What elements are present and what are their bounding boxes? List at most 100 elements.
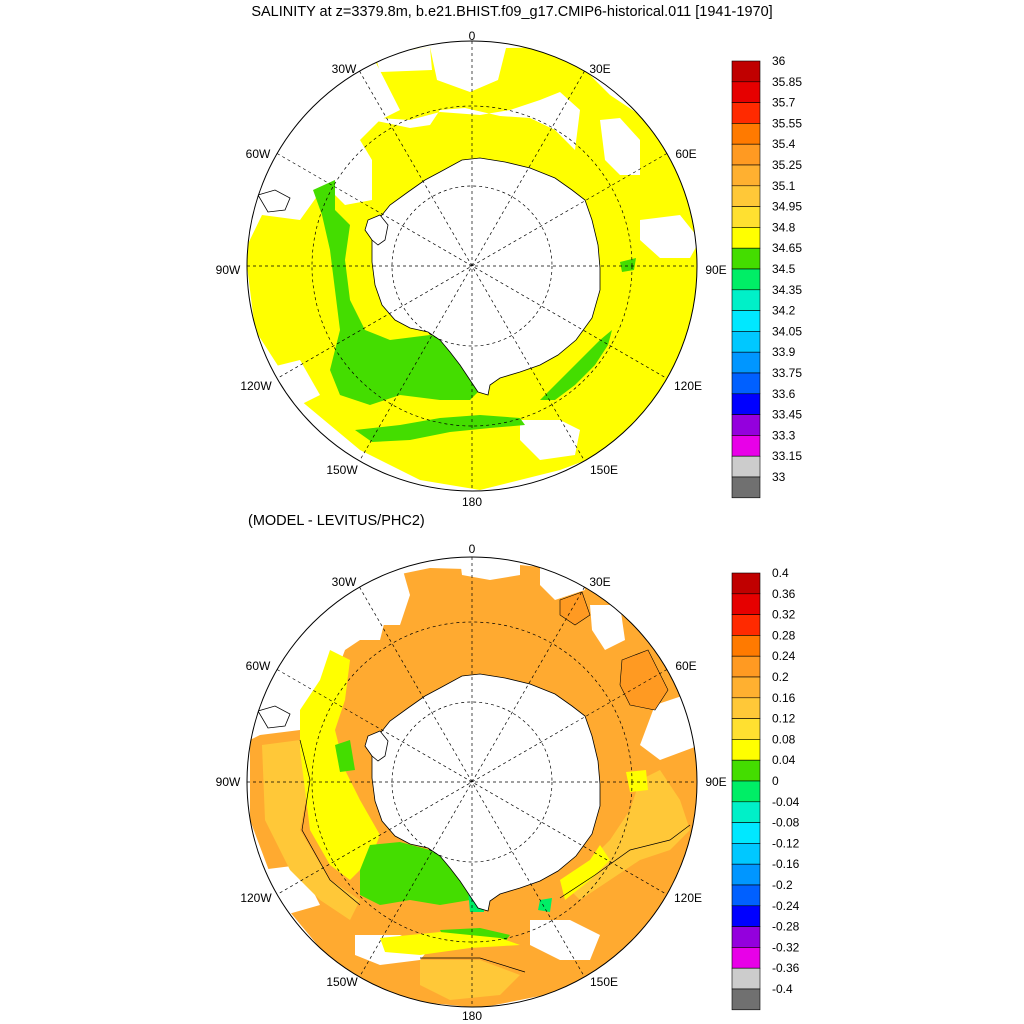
colorbar-tick-label: -0.08 xyxy=(772,816,800,830)
lon-label: 60W xyxy=(246,659,271,673)
colorbar-swatch xyxy=(731,614,761,636)
colorbar-swatch xyxy=(731,988,761,1011)
lon-label: 90E xyxy=(705,263,726,277)
colorbar-tick-label: 0.12 xyxy=(772,712,796,726)
lon-label: 150E xyxy=(590,975,618,989)
colorbar-swatch xyxy=(731,143,761,166)
colorbar-tick-label: 33.6 xyxy=(772,387,796,401)
colorbar-tick-label: -0.16 xyxy=(772,857,800,871)
antarctic-peninsula xyxy=(364,214,389,246)
colorbar-swatch xyxy=(731,863,761,886)
lon-label: 120E xyxy=(674,891,702,905)
colorbar-swatch xyxy=(731,268,761,291)
colorbar-swatch xyxy=(731,289,761,311)
colorbar-swatch xyxy=(731,947,761,969)
lon-label: 120W xyxy=(240,379,272,393)
colorbar-swatch xyxy=(731,164,761,187)
anomaly-field-yellow xyxy=(380,932,520,955)
colorbar-tick-label: 0.16 xyxy=(772,691,796,705)
colorbar-swatch xyxy=(731,476,761,499)
colorbar-swatch xyxy=(731,801,761,823)
lon-label: 150W xyxy=(326,463,358,477)
south-america-landmass xyxy=(257,705,291,729)
colorbar-tick-label: 34.35 xyxy=(772,283,802,297)
colorbar-swatch xyxy=(731,393,761,415)
colorbar-tick-label: 0.36 xyxy=(772,587,796,601)
colorbar-tick-label: 33.15 xyxy=(772,449,802,463)
graticule xyxy=(247,557,697,1007)
lon-labels-bottom: 0 30E 60E 90E 120E 150E 180 150W 120W 90… xyxy=(216,542,727,1023)
colorbar-tick-label: 34.8 xyxy=(772,220,796,234)
lon-label: 150W xyxy=(326,975,358,989)
lon-label: 90E xyxy=(705,775,726,789)
missing-data-area xyxy=(325,140,372,205)
colorbar-tick-label: -0.32 xyxy=(772,940,800,954)
colorbar-tick-label: 34.2 xyxy=(772,304,796,318)
difference-map: 0 30E 60E 90E 120E 150E 180 150W 120W 90… xyxy=(216,542,800,1023)
contour-line xyxy=(559,824,691,899)
colorbar-tick-label: -0.04 xyxy=(772,795,800,809)
anomaly-field-light-orange xyxy=(262,740,360,920)
colorbar-swatch xyxy=(731,905,761,927)
colorbar-swatch xyxy=(731,247,761,270)
missing-data-area xyxy=(460,560,520,580)
colorbar-tick-label: -0.2 xyxy=(772,878,793,892)
colorbar-swatch xyxy=(731,206,761,228)
difference-plot-subtitle: (MODEL - LEVITUS/PHC2) xyxy=(248,513,425,529)
lon-label: 180 xyxy=(462,495,482,509)
colorbar-swatch xyxy=(731,185,761,207)
colorbar-swatch xyxy=(731,635,761,657)
colorbar-tick-label: 0 xyxy=(772,774,779,788)
anomaly-field-dark-orange xyxy=(619,649,669,711)
colorbar-tick-label: 0.04 xyxy=(772,753,796,767)
missing-data-area xyxy=(600,118,640,175)
colorbar-tick-label: 33.9 xyxy=(772,345,796,359)
colorbar-swatch xyxy=(731,414,761,436)
colorbar-swatch xyxy=(731,655,761,678)
lon-label: 120E xyxy=(674,379,702,393)
colorbar-tick-label: 0.32 xyxy=(772,608,796,622)
colorbar-swatch xyxy=(731,718,761,740)
colorbar-tick-label: -0.28 xyxy=(772,920,800,934)
colorbar-swatch xyxy=(731,60,761,83)
colorbar-swatch xyxy=(731,739,761,761)
colorbar-difference: 0.4 0.36 0.32 0.28 0.24 0.2 0.16 0.12 0.08 0.04 0 -… xyxy=(731,566,800,1011)
lon-label: 60E xyxy=(675,147,696,161)
colorbar-tick-label: 33.3 xyxy=(772,428,796,442)
colorbar-swatch xyxy=(731,926,761,948)
colorbar-swatch xyxy=(731,435,761,457)
salinity-field-green xyxy=(313,180,480,405)
colorbar-salinity: 36 35.85 35.7 35.55 35.4 35.25 35.1 34.95 34.8 34… xyxy=(731,54,802,499)
lon-label: 60W xyxy=(246,147,271,161)
colorbar-tick-label: 36 xyxy=(772,54,786,68)
colorbar-swatch xyxy=(731,227,761,249)
anomaly-field-yellow xyxy=(626,770,648,792)
colorbar-swatch xyxy=(731,884,761,907)
colorbar-tick-label: 0.08 xyxy=(772,732,796,746)
lon-label: 30W xyxy=(332,62,357,76)
map-boundary xyxy=(246,556,698,1008)
missing-data-area xyxy=(590,605,625,650)
colorbar-swatch xyxy=(731,676,761,699)
colorbar-swatch xyxy=(731,455,761,478)
colorbar-tick-label: -0.4 xyxy=(772,982,793,996)
lon-labels-top: 0 30E 60E 90E 120E 150E 180 150W 120W 90… xyxy=(216,29,727,509)
contour-line xyxy=(420,957,526,973)
lon-label: 60E xyxy=(675,659,696,673)
lon-label: 0 xyxy=(469,542,476,556)
colorbar-tick-label: 35.85 xyxy=(772,75,802,89)
salinity-field-green xyxy=(355,415,525,442)
lon-label: 30E xyxy=(589,575,610,589)
colorbar-swatch xyxy=(731,372,761,395)
colorbar-swatch xyxy=(731,967,761,990)
anomaly-field-dark-orange xyxy=(559,591,591,626)
antarctic-peninsula xyxy=(364,730,389,762)
missing-data-area xyxy=(530,920,600,960)
graticule xyxy=(247,41,697,491)
lon-label: 30E xyxy=(589,62,610,76)
colorbar-swatch xyxy=(731,572,761,595)
colorbar-tick-label: 0.28 xyxy=(772,628,796,642)
colorbar-swatch xyxy=(731,843,761,865)
lon-label: 30W xyxy=(332,575,357,589)
